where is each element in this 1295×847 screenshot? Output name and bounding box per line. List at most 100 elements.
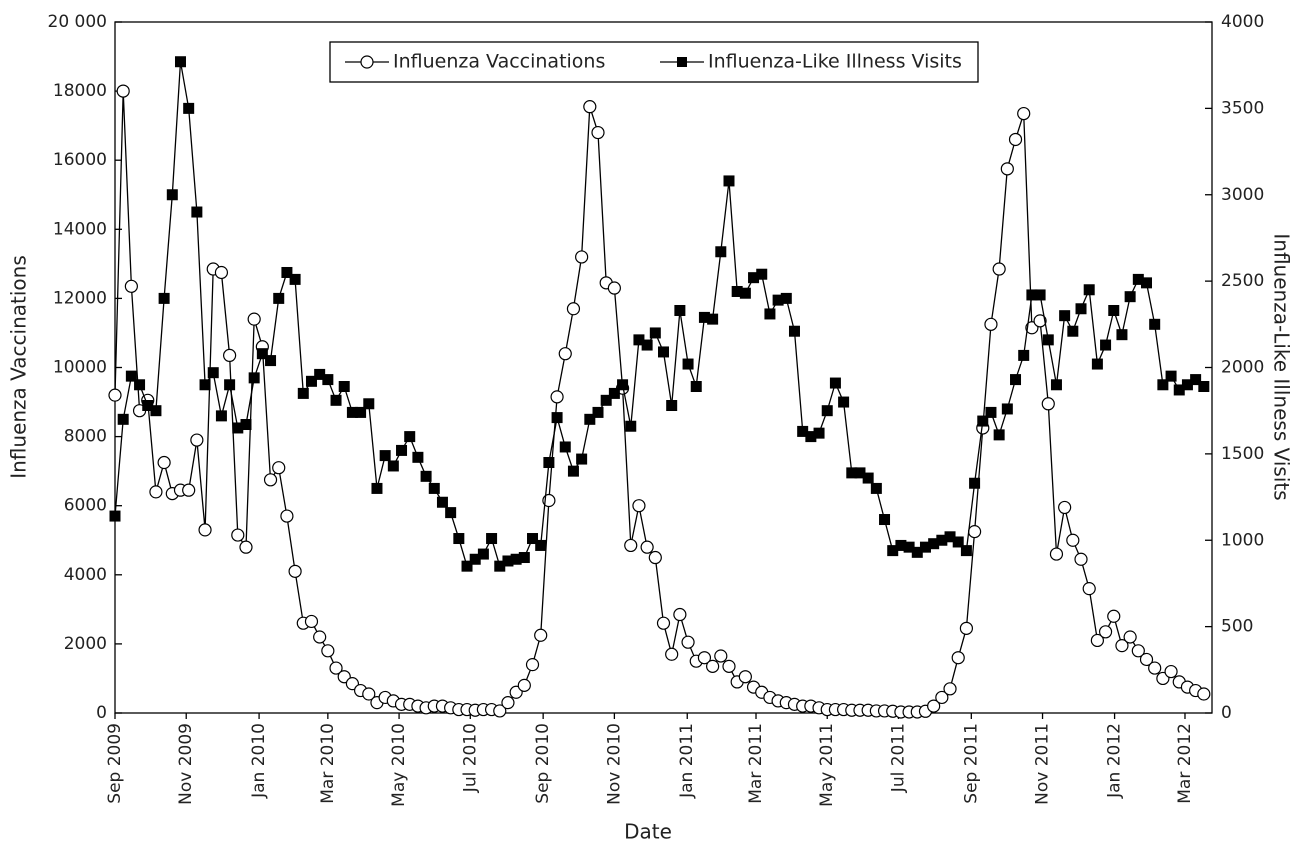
data-point — [265, 355, 277, 367]
data-point — [1157, 379, 1169, 391]
data-point — [355, 406, 367, 418]
data-point — [534, 628, 548, 642]
data-point — [404, 431, 416, 443]
data-point — [190, 433, 204, 447]
data-point — [1074, 552, 1088, 566]
data-point — [617, 379, 629, 391]
legend-marker — [677, 57, 687, 67]
data-point — [576, 453, 588, 465]
data-point — [870, 482, 882, 494]
data-point — [951, 651, 965, 665]
data-point — [813, 427, 825, 439]
data-point — [215, 410, 227, 422]
data-point — [674, 304, 686, 316]
plot-frame — [114, 21, 1213, 714]
y-tick-label: 14000 — [53, 219, 107, 239]
data-point — [543, 457, 555, 469]
data-point — [838, 396, 850, 408]
data-point — [1149, 318, 1161, 330]
data-point — [535, 539, 547, 551]
data-point — [158, 292, 170, 304]
data-point — [1141, 277, 1153, 289]
data-point — [288, 564, 302, 578]
y2-tick-label: 3000 — [1221, 185, 1264, 205]
y2-tick-label: 0 — [1221, 703, 1232, 723]
data-point — [943, 682, 957, 696]
data-point — [1123, 630, 1137, 644]
data-point — [191, 206, 203, 218]
data-point — [575, 250, 589, 264]
data-point — [1018, 349, 1030, 361]
data-point — [985, 406, 997, 418]
data-point — [1131, 644, 1145, 658]
data-point — [1164, 664, 1178, 679]
data-point — [690, 381, 702, 393]
data-point — [1067, 325, 1079, 337]
data-point — [1000, 162, 1014, 176]
data-point — [362, 687, 376, 701]
data-point — [1148, 661, 1162, 675]
data-point — [125, 370, 137, 382]
data-point — [624, 538, 638, 553]
y2-tick-label: 2000 — [1221, 358, 1264, 378]
data-point — [157, 455, 171, 470]
data-point — [134, 379, 146, 391]
data-point — [461, 560, 473, 572]
data-point — [821, 405, 833, 417]
data-point — [641, 339, 653, 351]
data-point — [412, 451, 424, 463]
data-point — [591, 125, 605, 140]
data-point — [198, 523, 212, 537]
data-point — [240, 419, 252, 431]
data-point — [1059, 310, 1071, 322]
data-point — [583, 100, 597, 114]
data-point — [214, 265, 229, 280]
data-point — [420, 470, 432, 482]
y2-tick-label: 4000 — [1221, 12, 1264, 32]
data-point — [566, 302, 581, 316]
data-point — [313, 630, 327, 644]
data-point — [263, 473, 278, 487]
data-point — [608, 387, 620, 399]
data-point — [322, 374, 334, 386]
series-line — [114, 61, 1205, 568]
data-point — [959, 621, 974, 635]
data-point — [707, 313, 719, 325]
data-point — [387, 460, 399, 472]
data-point — [1050, 379, 1062, 391]
x-tick-label: Mar 2011 — [746, 723, 766, 804]
data-point — [428, 482, 440, 494]
data-point — [722, 659, 736, 673]
data-point — [960, 545, 972, 557]
data-point — [182, 483, 196, 497]
data-point — [108, 388, 122, 402]
data-point — [256, 348, 268, 360]
y2-tick-label: 2500 — [1221, 271, 1264, 291]
data-point — [272, 461, 286, 475]
data-point — [706, 659, 720, 673]
x-tick-label: Nov 2010 — [604, 723, 624, 805]
data-point — [780, 292, 792, 304]
data-point — [1075, 303, 1087, 315]
data-point — [681, 635, 695, 649]
data-point — [231, 528, 245, 542]
y-tick-label: 16000 — [53, 150, 107, 170]
y-tick-label: 4000 — [64, 565, 107, 585]
data-point — [239, 540, 253, 554]
data-point — [1033, 314, 1047, 328]
x-tick-label: Jan 2012 — [1105, 723, 1125, 799]
data-point — [477, 548, 489, 560]
y-axis-title: Influenza Vaccinations — [7, 255, 31, 479]
data-point — [501, 696, 515, 710]
data-point — [247, 312, 261, 326]
data-point — [486, 533, 498, 545]
data-point — [281, 266, 293, 278]
data-point — [280, 509, 294, 523]
data-point — [379, 450, 391, 462]
y-tick-label: 6000 — [64, 496, 107, 516]
x-tick-label: Mar 2012 — [1175, 723, 1195, 804]
data-point — [1017, 106, 1031, 121]
data-point — [453, 533, 465, 545]
data-point — [584, 413, 596, 425]
data-point — [625, 420, 637, 432]
